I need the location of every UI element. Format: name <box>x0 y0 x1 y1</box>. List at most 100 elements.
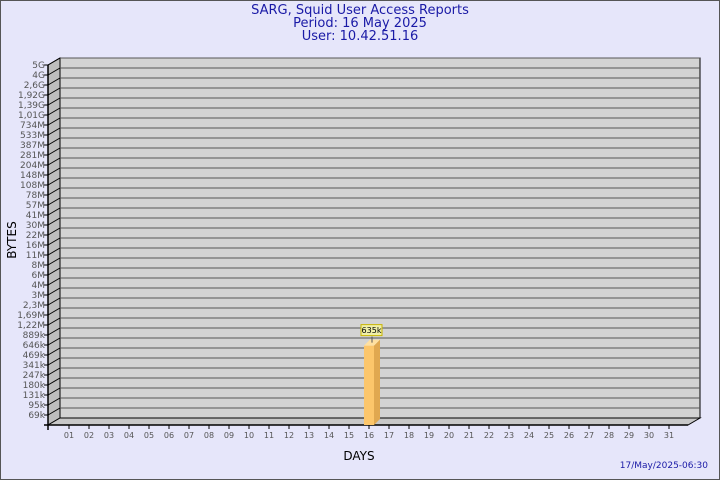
x-tick-label: 12 <box>284 431 294 440</box>
x-tick-label: 19 <box>424 431 434 440</box>
y-tick-label: 8M <box>32 261 46 271</box>
x-tick-label: 22 <box>484 431 494 440</box>
x-tick-label: 28 <box>604 431 614 440</box>
y-tick-label: 108M <box>20 181 45 191</box>
y-tick-label: 2,3M <box>23 301 45 311</box>
y-tick-label: 469k <box>23 351 46 361</box>
data-label: 635k <box>362 326 382 335</box>
x-tick-label: 16 <box>364 431 374 440</box>
y-tick-label: 204M <box>20 161 45 171</box>
y-tick-label: 1,92G <box>18 91 45 101</box>
y-tick-label: 889k <box>23 331 46 341</box>
gridline-side <box>47 247 61 256</box>
x-tick-label: 24 <box>524 431 534 440</box>
gridline-side <box>47 87 61 96</box>
gridline-side <box>47 227 61 236</box>
chart-title: SARG, Squid User Access Reports <box>251 3 469 18</box>
gridline-side <box>47 177 61 186</box>
x-tick-label: 01 <box>64 431 74 440</box>
y-tick-label: 148M <box>20 171 45 181</box>
y-tick-label: 180k <box>23 381 46 391</box>
y-tick-label: 3M <box>32 291 46 301</box>
y-tick-label: 57M <box>26 201 45 211</box>
y-tick-label: 734M <box>20 121 45 131</box>
y-tick-label: 41M <box>26 211 45 221</box>
gridline-side <box>47 77 61 86</box>
y-tick-label: 646k <box>23 341 46 351</box>
y-tick-label: 131k <box>23 391 46 401</box>
gridline-side <box>47 237 61 246</box>
y-tick-label: 247k <box>23 371 46 381</box>
gridline-side <box>47 387 61 396</box>
x-tick-label: 26 <box>564 431 574 440</box>
y-tick-label: 22M <box>26 231 45 241</box>
y-tick-label: 2,6G <box>24 81 45 91</box>
y-tick-label: 1,69M <box>17 311 45 321</box>
x-tick-label: 27 <box>584 431 594 440</box>
x-tick-label: 04 <box>124 431 134 440</box>
x-tick-label: 17 <box>384 431 394 440</box>
gridline-side <box>47 337 61 346</box>
y-tick-label: 30M <box>26 221 45 231</box>
gridline-side <box>47 107 61 116</box>
x-tick-label: 30 <box>644 431 654 440</box>
x-tick-label: 20 <box>444 431 454 440</box>
y-tick-label: 78M <box>26 191 45 201</box>
gridline-side <box>47 277 61 286</box>
x-tick-label: 31 <box>664 431 674 440</box>
gridline-side <box>47 127 61 136</box>
gridline-side <box>47 147 61 156</box>
x-tick-label: 08 <box>204 431 214 440</box>
gridline-side <box>47 267 61 276</box>
x-tick-label: 15 <box>344 431 354 440</box>
gridline-side <box>47 117 61 126</box>
gridline-side <box>47 137 61 146</box>
gridline-side <box>47 57 61 66</box>
x-tick-label: 23 <box>504 431 514 440</box>
gridline-side <box>47 327 61 336</box>
x-tick-label: 05 <box>144 431 154 440</box>
gridline-side <box>47 157 61 166</box>
x-tick-label: 03 <box>104 431 114 440</box>
gridline-side <box>47 317 61 326</box>
x-tick-label: 14 <box>324 431 334 440</box>
y-tick-label: 1,01G <box>18 111 45 121</box>
y-tick-label: 69k <box>28 411 45 421</box>
gridline-side <box>47 377 61 386</box>
gridline-side <box>47 167 61 176</box>
gridline-side <box>47 67 61 76</box>
x-tick-label: 13 <box>304 431 314 440</box>
x-axis-title: DAYS <box>343 449 374 463</box>
y-tick-label: 533M <box>20 131 45 141</box>
y-tick-label: 6M <box>32 271 46 281</box>
x-tick-label: 02 <box>84 431 94 440</box>
generated-timestamp: 17/May/2025-06:30 <box>619 461 708 471</box>
gridline-side <box>47 407 61 416</box>
y-tick-label: 95k <box>28 401 45 411</box>
gridline-side <box>47 347 61 356</box>
x-tick-label: 09 <box>224 431 234 440</box>
gridline-side <box>47 357 61 366</box>
x-tick-label: 21 <box>464 431 474 440</box>
gridline-side <box>47 307 61 316</box>
data-label-box <box>360 324 383 337</box>
x-tick-label: 11 <box>264 431 274 440</box>
y-tick-label: 4G <box>32 71 45 81</box>
x-tick-label: 18 <box>404 431 414 440</box>
bar-front <box>364 345 374 425</box>
x-tick-label: 29 <box>624 431 634 440</box>
y-tick-label: 1,39G <box>18 101 45 111</box>
y-axis-title: BYTES <box>5 221 19 258</box>
y-tick-label: 11M <box>26 251 45 261</box>
gridline-side <box>47 197 61 206</box>
x-tick-label: 25 <box>544 431 554 440</box>
y-tick-label: 4M <box>32 281 46 291</box>
y-tick-label: 16M <box>26 241 45 251</box>
gridline-side <box>47 207 61 216</box>
chart-period: Period: 16 May 2025 <box>293 16 427 31</box>
gridline-side <box>47 297 61 306</box>
x-tick-label: 07 <box>184 431 194 440</box>
gridline-side <box>47 397 61 406</box>
gridline-side <box>47 217 61 226</box>
gridline-side <box>47 257 61 266</box>
